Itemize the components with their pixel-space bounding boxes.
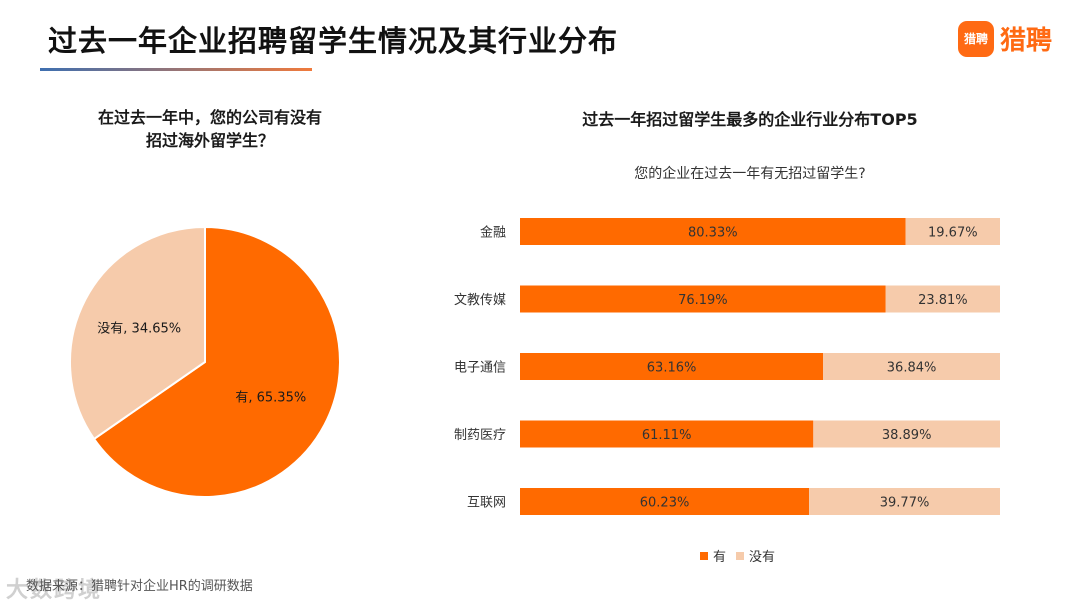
source-note: 数据来源：猎聘针对企业HR的调研数据 [26,579,253,594]
legend-label-yes: 有 [713,550,727,565]
bar-data-label: 61.11% [642,428,692,443]
bar-data-label: 39.77% [880,496,930,511]
bar-segment-yes [520,488,810,515]
bar-segment-no [813,420,1000,448]
bar-chart-subtitle: 您的企业在过去一年有无招过留学生? [634,166,866,182]
bar-data-label: 80.33% [688,226,738,241]
bar-data-label: 60.23% [640,496,690,511]
bar-data-label: 19.67% [928,226,978,241]
logo-mark-icon: 猎聘 [958,20,994,57]
bar-data-label: 36.84% [887,361,937,376]
watermark: 大数跨境 [6,578,103,603]
stacked-bar-chart: 金融 80.33% 19.67% 文教传媒 76.19% 23.81% 电子通信 63.16%… [454,218,1000,515]
category-label: 文教传媒 [454,292,506,308]
bar-segment-yes [520,353,824,380]
page-title: 过去一年企业招聘留学生情况及其行业分布 [48,24,619,58]
bar-segment-yes [520,420,814,448]
pie-data-label-yes: 有, 65.35% [235,390,306,405]
bar-data-label: 38.89% [882,428,932,443]
pie-chart-title: 在过去一年中，您的公司有没有 招过海外留学生？ [40,106,380,152]
bar-legend: 有 没有 [700,546,785,565]
bar-segment-no [885,285,1000,313]
bar-segment-no [809,488,1000,515]
legend-label-no: 没有 [749,550,776,565]
legend-swatch-yes [700,551,708,560]
legend-item-yes: 有 [700,546,726,565]
pie-slice-yes [92,225,341,498]
legend-item-no: 没有 [736,546,775,565]
liepin-logo: 猎聘 猎聘 [958,20,1052,57]
pie-title-line-2: 招过海外留学生？ [145,131,274,150]
pie-slice-no [69,225,206,441]
bar-segment-yes [520,218,906,245]
bar-chart-title: 过去一年招过留学生最多的企业行业分布TOP5 [582,110,918,129]
category-label: 金融 [480,225,506,241]
bar-segment-no [823,353,1000,380]
bar-data-label: 76.19% [678,293,728,308]
category-label: 制药医疗 [454,428,506,443]
bar-segment-yes [520,285,886,313]
bar-data-label: 23.81% [918,293,968,308]
pie-title-line-1: 在过去一年中，您的公司有没有 [97,108,322,127]
category-label: 电子通信 [454,361,506,376]
pie-data-label-no: 没有, 34.65% [97,322,181,337]
category-label: 互联网 [467,496,506,511]
bar-segment-no [905,218,1000,245]
title-underline [40,68,312,71]
pie-chart: 有, 65.35% 没有, 34.65% [69,225,341,498]
bar-data-label: 63.16% [647,361,697,376]
legend-swatch-no [736,551,745,560]
logo-text: 猎聘 [1000,26,1053,56]
